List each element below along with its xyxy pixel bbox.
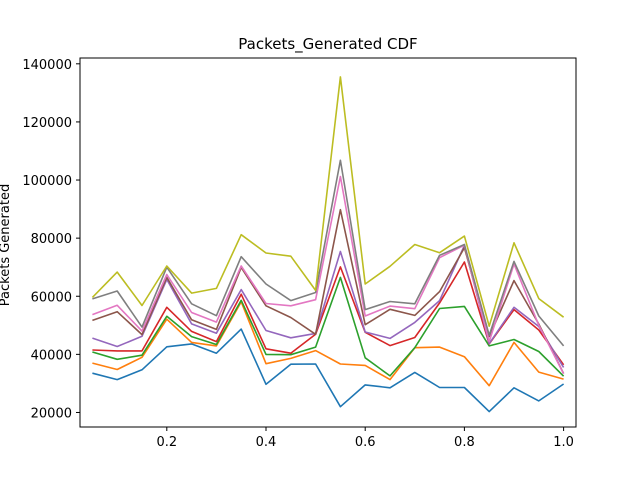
series-line-1 — [92, 328, 565, 413]
plot-frame — [79, 57, 577, 428]
x-tick-label: 0.6 — [355, 435, 376, 450]
y-tick-label: 140000 — [22, 58, 72, 73]
y-tick-label: 20000 — [31, 406, 72, 421]
x-axis: 0.2 0.4 0.6 0.8 1.0 — [156, 427, 574, 450]
y-tick-label: 80000 — [31, 232, 72, 247]
series-line-2 — [92, 300, 564, 387]
series-line-5 — [92, 244, 565, 368]
x-tick-label: 0.8 — [454, 435, 475, 450]
y-axis: 20000 40000 60000 80000 100000 120000 140000 — [22, 58, 80, 421]
x-tick-label: 1.0 — [553, 435, 574, 450]
y-axis-label: Packets Generated — [0, 184, 13, 306]
series-line-7 — [92, 175, 565, 375]
y-tick-label: 40000 — [31, 348, 72, 363]
chart-title: Packets_Generated CDF — [238, 35, 417, 54]
x-tick-label: 0.2 — [156, 435, 177, 450]
series-layer — [91, 76, 565, 413]
y-tick-label: 60000 — [31, 290, 72, 305]
series-line-8 — [92, 159, 565, 347]
y-tick-label: 100000 — [22, 174, 72, 189]
x-tick-label: 0.4 — [256, 435, 277, 450]
y-tick-label: 120000 — [22, 116, 72, 131]
series-line-9 — [91, 76, 565, 328]
series-line-3 — [92, 276, 565, 377]
